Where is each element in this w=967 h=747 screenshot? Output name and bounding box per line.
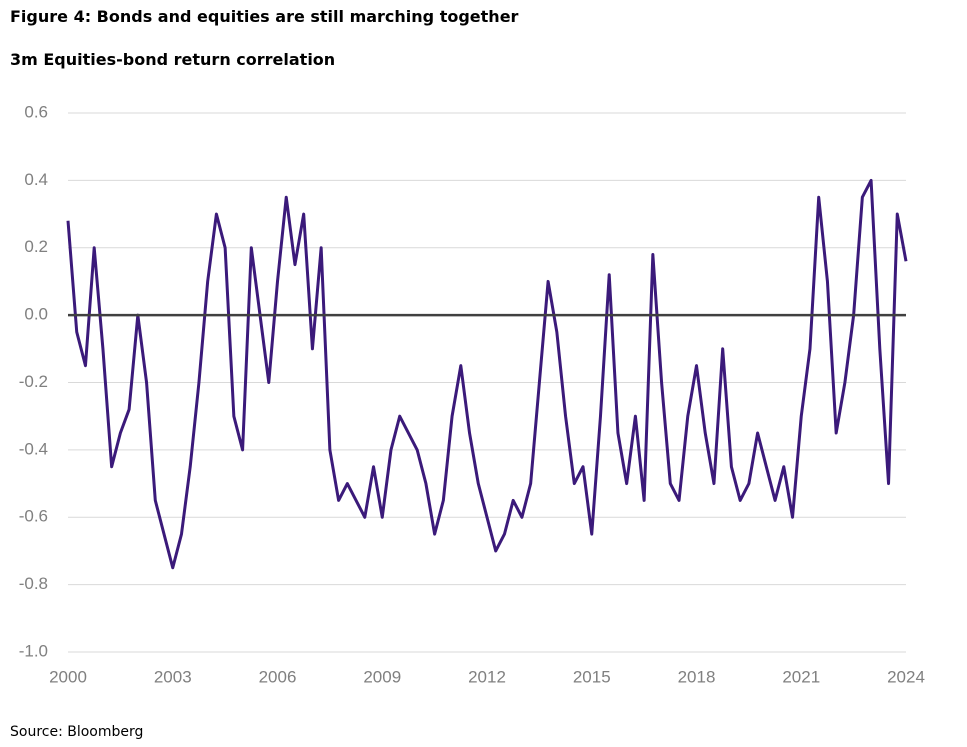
x-tick-label: 2015 [573,667,611,686]
y-tick-label: -0.4 [19,439,48,458]
x-tick-label: 2012 [468,667,506,686]
x-tick-label: 2024 [887,667,925,686]
x-tick-label: 2021 [782,667,820,686]
y-tick-label: 0.6 [24,102,48,121]
y-tick-label: -0.6 [19,507,48,526]
x-tick-label: 2009 [363,667,401,686]
x-tick-label: 2006 [259,667,297,686]
x-tick-label: 2003 [154,667,192,686]
chart-subtitle: 3m Equities-bond return correlation [10,50,335,69]
chart-title: Figure 4: Bonds and equities are still m… [10,7,519,26]
y-tick-label: -1.0 [19,641,48,660]
x-tick-label: 2000 [49,667,87,686]
source-note: Source: Bloomberg [10,724,143,740]
data-line [66,178,908,570]
y-tick-label: 0.0 [24,305,48,324]
y-tick-label: 0.2 [24,237,48,256]
y-tick-label: -0.2 [19,372,48,391]
y-tick-label: 0.4 [24,170,48,189]
x-tick-label: 2018 [678,667,716,686]
y-tick-label: -0.8 [19,574,48,593]
